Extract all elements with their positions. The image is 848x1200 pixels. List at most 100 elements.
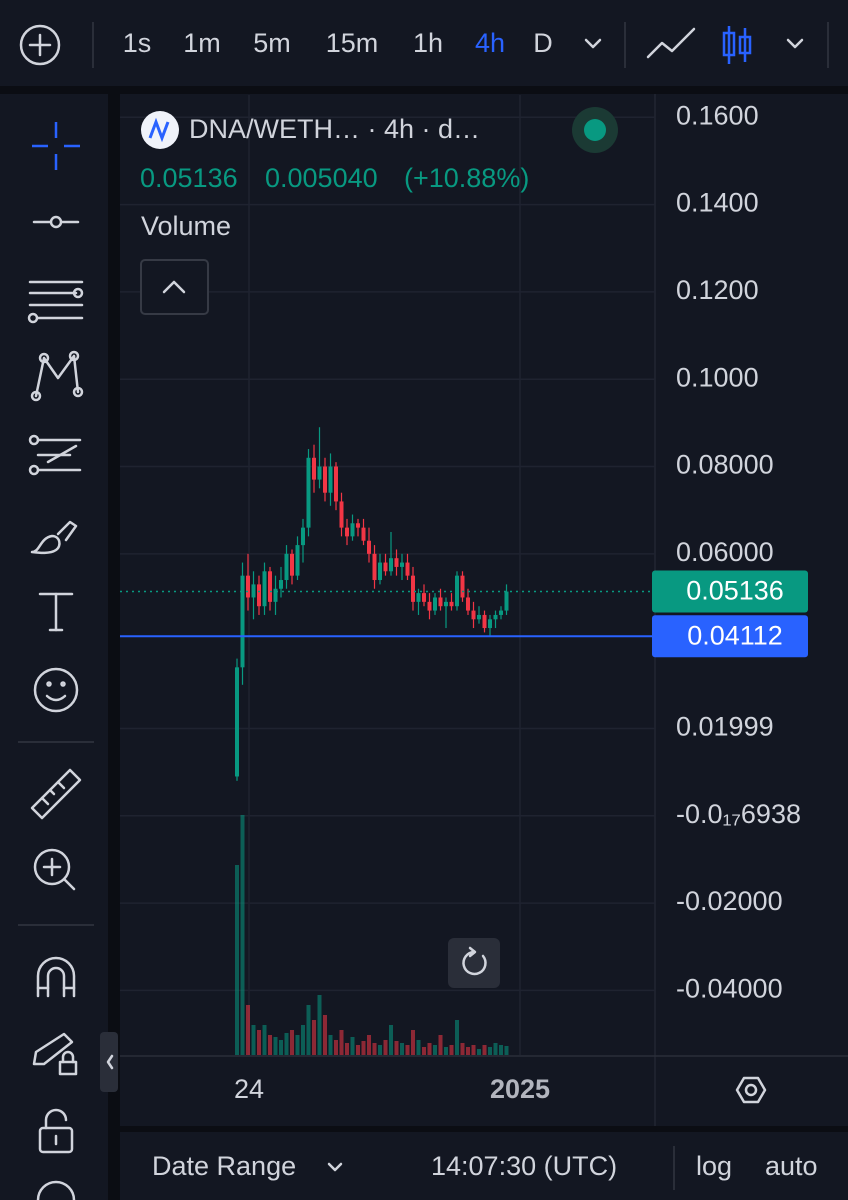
interval-button[interactable]: 1h (413, 28, 443, 58)
candle-body (317, 466, 322, 480)
forecast-tool[interactable] (28, 434, 82, 476)
interval-button[interactable]: 5m (253, 28, 291, 58)
text-tool[interactable] (38, 592, 74, 632)
tool-icons (18, 122, 94, 1200)
volume-bar (323, 1015, 327, 1055)
volume-bar (328, 1035, 333, 1055)
y-tick-label: 0.01999 (676, 712, 774, 742)
candle-body (466, 597, 470, 611)
volume-bar (246, 1005, 250, 1055)
reset-button[interactable] (448, 938, 500, 988)
volume-bar (295, 1035, 300, 1055)
chart-type-dropdown[interactable] (786, 38, 804, 49)
volume-bar (301, 1025, 305, 1055)
candle-body (433, 597, 437, 611)
interval-button[interactable]: 15m (326, 28, 379, 58)
volume-bar (251, 1025, 256, 1055)
volume-bar (372, 1043, 377, 1055)
candle-body (400, 562, 404, 567)
volume-bar (350, 1037, 355, 1055)
y-tick-label: -0.04000 (676, 974, 783, 1004)
volume-bar (356, 1045, 360, 1055)
log-toggle[interactable]: log (696, 1151, 732, 1181)
interval-dropdown[interactable] (584, 38, 602, 49)
trend-line-tool[interactable] (32, 215, 80, 229)
candle-body (383, 562, 388, 572)
volume-label: Volume (141, 211, 231, 241)
volume-bar (455, 1020, 459, 1055)
marker-price-badge (652, 615, 808, 658)
volume-bar (268, 1035, 272, 1055)
collapse-legend-button[interactable] (140, 259, 209, 315)
y-tick-label: 0.1000 (676, 362, 759, 392)
volume-bar (504, 1046, 509, 1055)
symbol-title[interactable]: DNA/WETH… · 4h · d… (189, 114, 480, 144)
candle-body (323, 466, 327, 493)
volume-bar (383, 1040, 388, 1055)
candle-body (312, 457, 316, 480)
auto-toggle[interactable]: auto (765, 1151, 818, 1181)
y-tick-label: 0.1400 (676, 188, 759, 218)
candle-body (273, 588, 278, 602)
candle-body (394, 558, 399, 567)
candle-body (488, 619, 492, 629)
interval-button[interactable]: 4h (475, 28, 505, 58)
ruler-tool[interactable] (30, 768, 82, 820)
add-button[interactable] (19, 24, 61, 66)
candle-body (306, 457, 311, 528)
volume-bar (477, 1049, 481, 1055)
crosshair-tool[interactable] (32, 122, 80, 170)
candle-body (295, 545, 300, 576)
candle-body (301, 527, 305, 546)
interval-button[interactable]: 1s (123, 28, 152, 58)
candle-body (427, 601, 432, 611)
clock: 14:07:30 (UTC) (431, 1151, 617, 1181)
top-bar (0, 0, 848, 86)
candle-body (438, 597, 443, 607)
interval-button[interactable]: 1m (183, 28, 221, 58)
volume-bar (312, 1020, 316, 1055)
brush-tool[interactable] (30, 520, 78, 555)
volume-bar (235, 865, 239, 1055)
line-chart-button[interactable] (646, 27, 696, 59)
candle-body (356, 523, 360, 528)
volume-bar (449, 1045, 454, 1055)
market-status (584, 119, 606, 141)
candle-body (339, 501, 344, 528)
x-tick-label: 2025 (490, 1074, 550, 1104)
magnet-tool[interactable] (36, 956, 76, 998)
volume-bar (317, 995, 322, 1055)
y-tick-label: 0.1600 (676, 100, 759, 130)
candle-body (290, 553, 294, 576)
volume-bar (499, 1045, 503, 1055)
candle-chart-button[interactable] (722, 26, 752, 64)
volume-bar (361, 1041, 366, 1055)
candle-body (345, 527, 349, 537)
interval-button[interactable]: D (533, 28, 553, 58)
date-range-button[interactable]: Date Range (152, 1151, 296, 1181)
volume-bar (400, 1043, 404, 1055)
volume-bar (422, 1047, 426, 1055)
volume-bar (488, 1047, 492, 1055)
pattern-tool[interactable] (30, 350, 84, 402)
unlock-tool[interactable] (38, 1108, 74, 1154)
volume-bar (279, 1040, 283, 1055)
candle-body (235, 667, 239, 777)
fib-tool[interactable] (27, 280, 84, 324)
volume-bar (405, 1045, 410, 1055)
change-value: 0.005040 (265, 163, 378, 193)
volume-bar (411, 1030, 415, 1055)
candle-body (279, 580, 283, 589)
emoji-tool[interactable] (33, 667, 79, 713)
candle-body (499, 610, 503, 615)
more-tool[interactable] (36, 1180, 76, 1200)
candle-body (389, 558, 393, 572)
volume-bar (471, 1045, 476, 1055)
lock-drawings-tool[interactable] (32, 1032, 78, 1076)
plot (120, 95, 655, 1055)
reset-icon (462, 946, 487, 976)
zoom-tool[interactable] (33, 848, 76, 891)
candle-body (460, 575, 465, 598)
date-range-chevron (327, 1162, 343, 1172)
settings-button[interactable] (735, 1076, 767, 1104)
